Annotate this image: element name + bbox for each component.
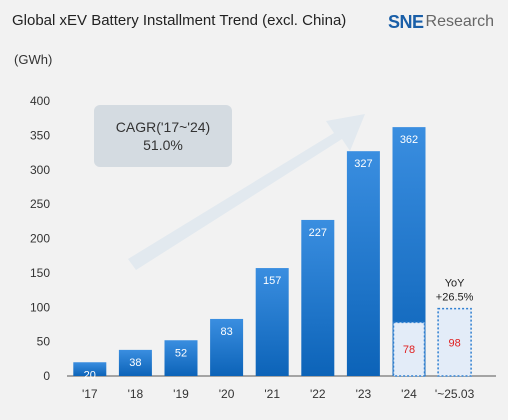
y-tick-label: 150	[30, 266, 50, 280]
x-tick-label: '18	[128, 387, 144, 401]
y-tick-label: 400	[30, 94, 50, 108]
bar-value-label: 227	[309, 227, 327, 239]
bar-value-label: 52	[175, 347, 187, 359]
x-tick-label: '24	[401, 387, 417, 401]
cagr-callout: CAGR('17~'24) 51.0%	[94, 105, 232, 167]
x-tick-label: '22	[310, 387, 326, 401]
yoy-annotation: YoY +26.5%	[436, 278, 474, 304]
bar	[255, 268, 289, 376]
bar-value-label: 327	[354, 158, 372, 170]
yoy-label: YoY	[445, 278, 465, 290]
cagr-box	[94, 105, 232, 167]
bar	[437, 307, 472, 377]
x-tick-label: '17	[82, 387, 98, 401]
brand-sne: SNE	[388, 11, 424, 32]
bar	[73, 362, 107, 376]
y-tick-label: 250	[30, 197, 50, 211]
bar-value-label: 38	[129, 357, 141, 369]
y-tick-label: 300	[30, 163, 50, 177]
x-tick-label: '~25.03	[435, 387, 475, 401]
growth-arrow-shape	[128, 114, 365, 270]
yoy-value: +26.5%	[436, 292, 474, 304]
y-tick-label: 100	[30, 300, 50, 314]
growth-arrow	[128, 114, 365, 270]
y-tick-label: 200	[30, 232, 50, 246]
bars	[73, 127, 472, 377]
bar-value-label: 98	[448, 337, 460, 349]
chart-title: Global xEV Battery Installment Trend (ex…	[12, 12, 347, 29]
y-tick-label: 50	[37, 335, 51, 349]
brand-logo: SNE Research	[388, 10, 494, 34]
bar-labels: 20 38 52 83 157 227 327 362 78 98	[84, 134, 461, 381]
bar-value-label: 157	[263, 275, 281, 287]
bar-value-label: 362	[400, 134, 418, 146]
bar	[164, 340, 198, 376]
bar	[301, 219, 335, 376]
bar	[118, 349, 152, 376]
bar-value-label: 20	[84, 369, 96, 381]
x-tick-label: '23	[356, 387, 372, 401]
y-tick-label: 350	[30, 128, 50, 142]
bar	[210, 318, 244, 376]
x-tick-label: '21	[264, 387, 280, 401]
cagr-label: CAGR('17~'24)	[116, 119, 210, 135]
bar	[346, 151, 380, 376]
y-axis-unit: (GWh)	[14, 52, 53, 67]
y-tick-label: 0	[43, 369, 50, 383]
x-tick-label: '19	[173, 387, 189, 401]
highlight-value-label: 78	[403, 344, 415, 356]
brand-research: Research	[425, 13, 494, 30]
cagr-value: 51.0%	[143, 137, 183, 153]
x-tick-label: '20	[219, 387, 235, 401]
bar-value-label: 83	[220, 326, 232, 338]
bar-highlight-segment	[392, 321, 426, 377]
